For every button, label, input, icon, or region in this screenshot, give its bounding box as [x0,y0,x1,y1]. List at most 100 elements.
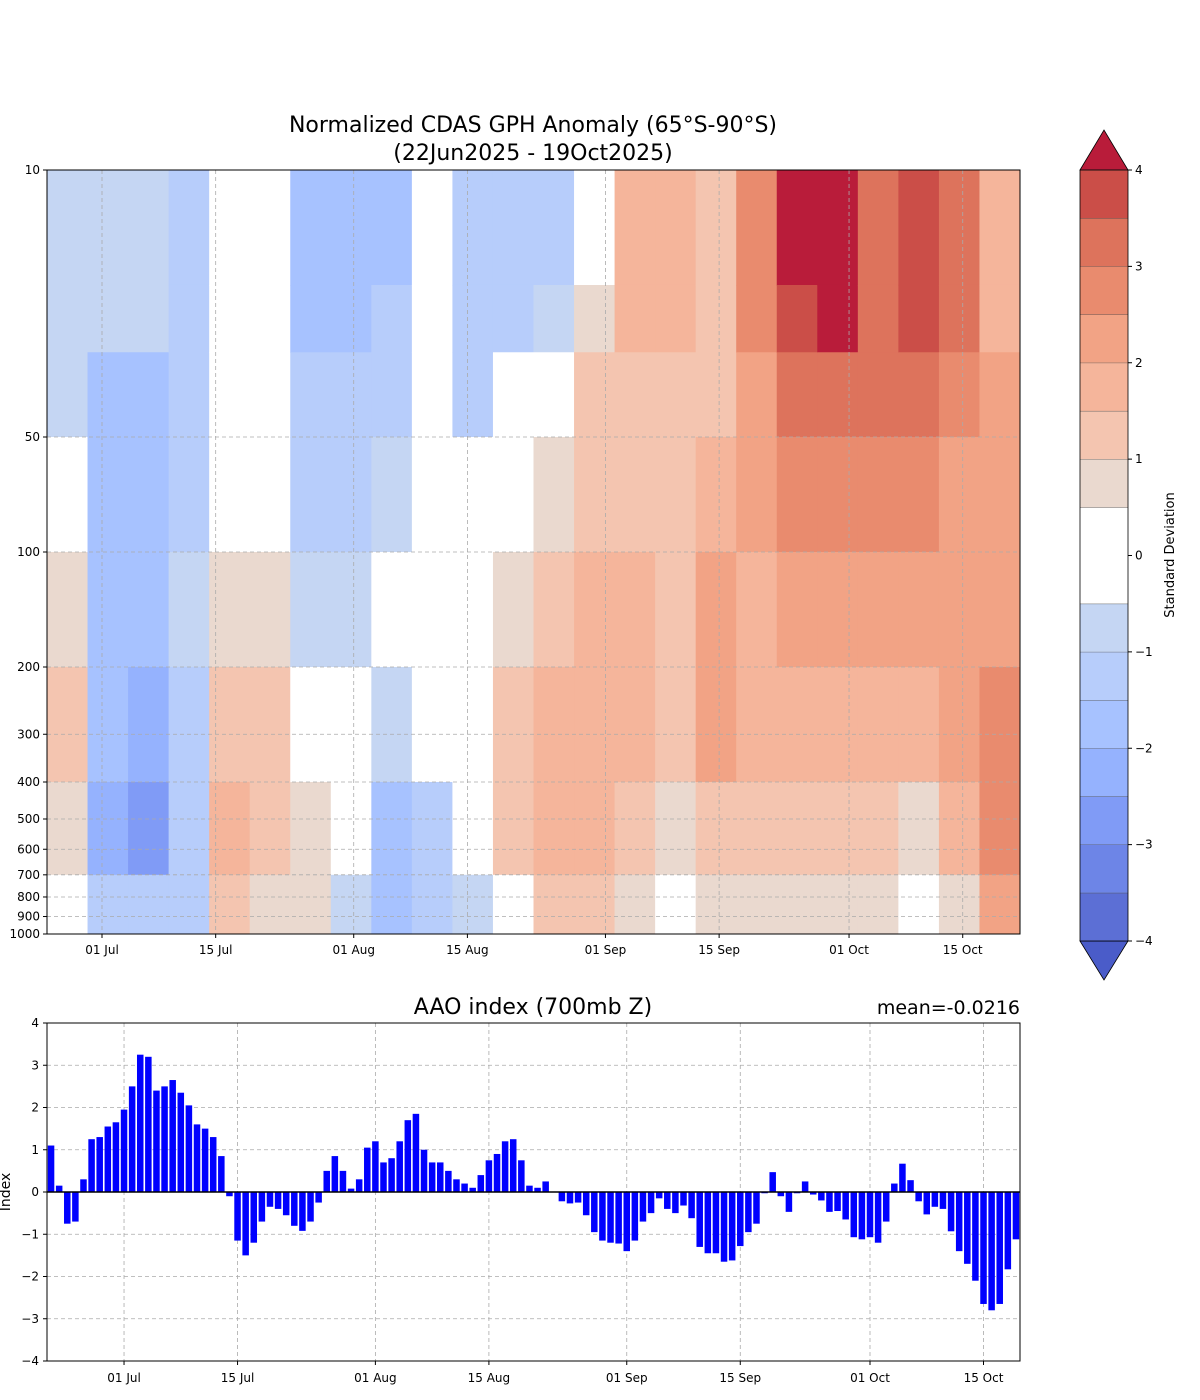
colorbar-tick-label: −3 [1135,838,1153,852]
aao-bar [858,1192,866,1240]
aao-bar [907,1180,914,1192]
anomaly-cell [330,666,372,783]
anomaly-cell [898,170,940,286]
aao-bar [477,1175,485,1192]
anomaly-cell [533,666,575,783]
aao-bar [493,1153,501,1192]
aao-bar [631,1192,639,1241]
aao-bar [266,1192,274,1207]
anomaly-cell [168,552,210,668]
aao-bar [218,1156,225,1192]
colorbar-tick-label: −4 [1135,934,1153,948]
anomaly-cell [249,437,291,553]
bottom-title: AAO index (700mb Z) [414,995,652,1020]
anomaly-cell [371,552,413,668]
aao-bar [145,1056,152,1192]
top-y-tick-label: 900 [17,910,40,924]
aao-bar [801,1181,809,1192]
anomaly-cell [47,284,89,353]
aao-bar [80,1179,87,1192]
anomaly-cell [817,437,859,553]
anomaly-cell [979,284,1021,353]
anomaly-cell [290,781,332,876]
anomaly-cell [452,552,494,668]
aao-bar [785,1192,793,1212]
aao-bar [72,1192,79,1222]
aao-bar [161,1086,168,1192]
aao-bar [728,1192,736,1261]
aao-bar [169,1080,176,1192]
bottom-ylabel: Index [0,1173,14,1212]
colorbar-segment [1080,410,1128,460]
anomaly-cell [695,170,737,286]
anomaly-cell [249,284,291,353]
aao-bar [96,1137,103,1192]
anomaly-cell [857,781,899,876]
anomaly-cell [614,781,656,876]
aao-bar [469,1187,476,1192]
bottom-y-tick-label: −1 [21,1227,39,1241]
aao-bar [939,1192,947,1209]
bottom-x-tick-label: 01 Jul [107,1371,141,1385]
aao-bar [931,1192,939,1207]
aao-bar [850,1192,858,1238]
aao-bar [128,1086,136,1192]
anomaly-cell [776,666,818,783]
anomaly-cell [47,170,89,286]
anomaly-cell [128,352,170,438]
bottom-y-tick-label: 1 [31,1143,39,1157]
anomaly-cell [492,170,534,286]
colorbar-segment [1080,266,1128,315]
aao-bar [509,1139,517,1192]
anomaly-cell [249,352,291,438]
aao-bar [947,1192,955,1232]
aao-bar [696,1192,703,1247]
anomaly-cell [695,352,737,438]
colorbar-over-triangle [1079,129,1129,171]
anomaly-cell [857,284,899,353]
anomaly-cell [898,552,940,668]
aao-bar [704,1192,712,1254]
top-x-tick-label: 01 Jul [85,943,119,957]
aao-bar [331,1156,339,1192]
top-axis-ticks: 10 50 100 200 300 400 500 600 700 800 900 1000 01 Ju… [9,163,982,957]
anomaly-cell [736,170,778,286]
anomaly-cell [938,874,980,935]
colorbar-segment [1080,314,1128,363]
anomaly-cell [817,874,859,935]
anomaly-cell [574,552,616,668]
anomaly-cell [938,781,980,876]
anomaly-cell [857,437,899,553]
anomaly-cell [249,666,291,783]
aao-bar [972,1192,979,1281]
anomaly-cell [411,874,453,935]
aao-bar [339,1170,347,1192]
anomaly-cell [87,437,129,553]
bottom-y-tick-label: −2 [21,1270,39,1284]
aao-bar [453,1179,460,1192]
top-y-tick-label: 200 [17,660,40,674]
anomaly-cell [371,781,413,876]
top-y-tick-label: 400 [17,775,40,789]
anomaly-cell [330,170,372,286]
anomaly-cell [695,437,737,553]
anomaly-cell [492,552,534,668]
aao-bar [120,1109,128,1192]
colorbar-under-triangle [1079,940,1129,981]
anomaly-cell [249,552,291,668]
aao-bar [542,1181,549,1192]
aao-bar [769,1172,776,1192]
top-x-tick-label: 15 Oct [943,943,983,957]
anomaly-cell [857,666,899,783]
anomaly-cell [938,170,980,286]
anomaly-cell [695,666,737,783]
aao-bar [242,1192,249,1256]
anomaly-cell [128,781,170,876]
anomaly-cell [979,170,1021,286]
anomaly-cell [290,552,332,668]
anomaly-cell [330,552,372,668]
bottom-x-tick-label: 15 Oct [964,1371,1004,1385]
anomaly-cell [128,170,170,286]
anomaly-cell [614,552,656,668]
anomaly-cell [695,552,737,668]
